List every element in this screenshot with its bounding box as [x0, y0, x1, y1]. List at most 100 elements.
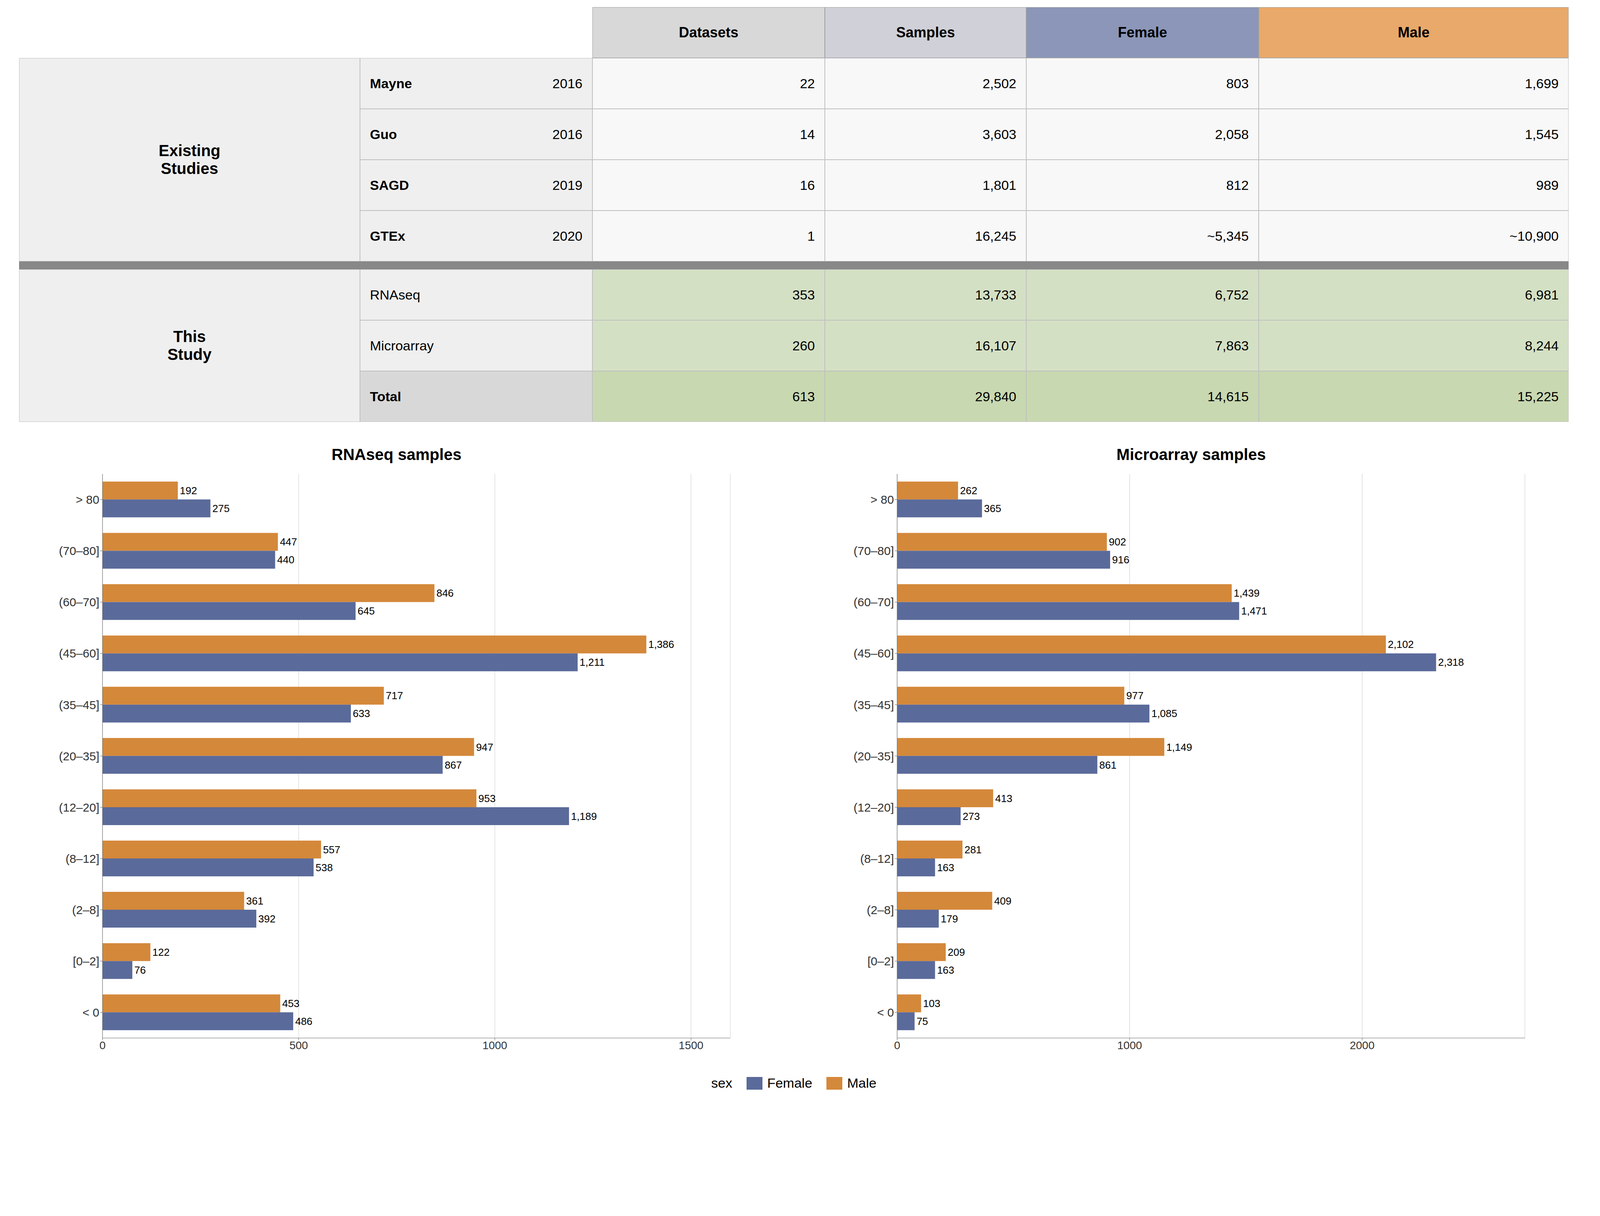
svg-text:846: 846: [436, 587, 454, 600]
svg-text:(2–8]: (2–8]: [72, 903, 100, 917]
svg-text:122: 122: [152, 946, 170, 959]
svg-text:645: 645: [357, 605, 375, 618]
svg-text:633: 633: [352, 707, 370, 720]
svg-text:75: 75: [916, 1015, 929, 1028]
svg-text:953: 953: [478, 792, 496, 805]
svg-text:273: 273: [962, 810, 980, 823]
html-text:8,244: 8,244: [1524, 337, 1559, 354]
svg-text:392: 392: [258, 913, 276, 925]
html-text:Existing Studies: Existing Studies: [158, 141, 221, 178]
html-text:2016: 2016: [552, 75, 583, 91]
svg-text:(60–70]: (60–70]: [58, 595, 100, 609]
svg-text:717: 717: [385, 689, 403, 702]
svg-text:1500: 1500: [678, 1039, 704, 1052]
html-text:22: 22: [799, 75, 815, 91]
svg-text:179: 179: [940, 913, 958, 925]
html-text:803: 803: [1226, 75, 1249, 91]
html-text:Microarray: Microarray: [369, 337, 434, 354]
html-text:Female: Female: [1117, 24, 1168, 41]
svg-text:(8–12]: (8–12]: [65, 852, 100, 866]
svg-text:902: 902: [1108, 535, 1126, 548]
svg-text:2,318: 2,318: [1437, 656, 1464, 669]
svg-text:192: 192: [179, 484, 198, 497]
svg-text:(20–35]: (20–35]: [58, 749, 100, 763]
svg-text:(12–20]: (12–20]: [58, 800, 100, 815]
html-text:2016: 2016: [552, 126, 583, 142]
svg-text:(60–70]: (60–70]: [853, 595, 894, 609]
svg-text:[0–2]: [0–2]: [72, 954, 100, 968]
svg-text:262: 262: [959, 484, 978, 497]
svg-text:361: 361: [245, 895, 264, 908]
html-text:1,699: 1,699: [1524, 75, 1559, 91]
svg-text:281: 281: [964, 843, 982, 856]
html-text:Male: Male: [1397, 24, 1430, 41]
svg-text:1000: 1000: [482, 1039, 507, 1052]
svg-text:209: 209: [947, 946, 965, 959]
html-text:Guo: Guo: [369, 126, 397, 142]
svg-text:(35–45]: (35–45]: [58, 698, 100, 712]
svg-text:(2–8]: (2–8]: [866, 903, 894, 917]
svg-text:1,189: 1,189: [570, 810, 597, 823]
svg-text:163: 163: [936, 964, 954, 977]
svg-text:< 0: < 0: [82, 1006, 100, 1020]
svg-text:(45–60]: (45–60]: [58, 646, 100, 660]
svg-text:1,149: 1,149: [1166, 741, 1192, 754]
html-text:2,502: 2,502: [982, 75, 1017, 91]
svg-text:861: 861: [1099, 759, 1117, 772]
html-text:Mayne: Mayne: [369, 75, 412, 91]
html-text:Samples: Samples: [896, 24, 955, 41]
svg-text:453: 453: [282, 997, 300, 1010]
svg-text:500: 500: [289, 1039, 308, 1052]
html-text:2,058: 2,058: [1214, 126, 1249, 142]
svg-text:275: 275: [212, 502, 230, 515]
html-text:14: 14: [799, 126, 815, 142]
svg-text:486: 486: [295, 1015, 313, 1028]
svg-text:413: 413: [995, 792, 1013, 805]
html-text:260: 260: [792, 337, 815, 354]
html-text:16,107: 16,107: [975, 337, 1017, 354]
html-text:RNAseq samples: RNAseq samples: [331, 445, 462, 464]
svg-text:1,386: 1,386: [648, 638, 675, 651]
svg-text:0: 0: [893, 1039, 901, 1052]
html-text:2019: 2019: [552, 177, 583, 193]
svg-text:(70–80]: (70–80]: [853, 544, 894, 558]
svg-text:977: 977: [1126, 689, 1144, 702]
html-text:This Study: This Study: [167, 327, 212, 364]
svg-text:867: 867: [444, 759, 462, 772]
svg-text:(20–35]: (20–35]: [853, 749, 894, 763]
svg-text:538: 538: [315, 861, 333, 874]
svg-text:916: 916: [1112, 553, 1130, 566]
html-text:Microarray samples: Microarray samples: [1116, 445, 1266, 464]
svg-text:(12–20]: (12–20]: [853, 800, 894, 815]
svg-text:2,102: 2,102: [1387, 638, 1414, 651]
html-text:7,863: 7,863: [1214, 337, 1249, 354]
svg-text:1,085: 1,085: [1151, 707, 1178, 720]
svg-text:(8–12]: (8–12]: [860, 852, 894, 866]
svg-text:557: 557: [323, 843, 341, 856]
svg-text:2000: 2000: [1349, 1039, 1375, 1052]
svg-text:163: 163: [936, 861, 954, 874]
svg-text:947: 947: [475, 741, 494, 754]
html-text:1,545: 1,545: [1524, 126, 1559, 142]
svg-text:440: 440: [277, 553, 295, 566]
svg-text:1000: 1000: [1117, 1039, 1142, 1052]
svg-text:> 80: > 80: [870, 493, 894, 507]
html-text:Datasets: Datasets: [678, 24, 739, 41]
svg-text:1,211: 1,211: [579, 656, 605, 669]
html-text:3,603: 3,603: [982, 126, 1017, 142]
svg-text:1,471: 1,471: [1241, 605, 1268, 618]
svg-text:[0–2]: [0–2]: [867, 954, 894, 968]
svg-text:103: 103: [922, 997, 941, 1010]
html-text:SAGD: SAGD: [369, 177, 409, 193]
svg-text:0: 0: [99, 1039, 106, 1052]
svg-text:409: 409: [994, 895, 1012, 908]
svg-text:76: 76: [134, 964, 146, 977]
svg-text:(45–60]: (45–60]: [853, 646, 894, 660]
svg-text:365: 365: [984, 502, 1002, 515]
svg-text:> 80: > 80: [75, 493, 100, 507]
svg-text:447: 447: [279, 535, 297, 548]
svg-text:(70–80]: (70–80]: [58, 544, 100, 558]
svg-text:< 0: < 0: [876, 1006, 894, 1020]
svg-text:(35–45]: (35–45]: [853, 698, 894, 712]
svg-text:1,439: 1,439: [1233, 587, 1260, 600]
